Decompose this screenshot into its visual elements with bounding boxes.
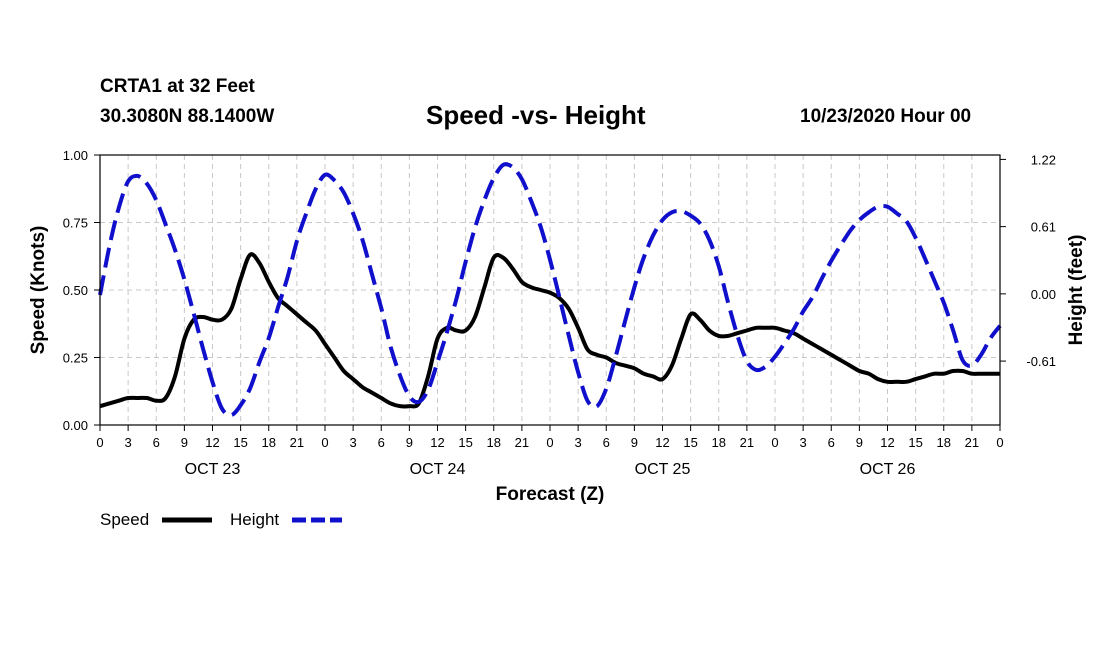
x-tick-label: 21: [965, 435, 979, 450]
x-axis-title: Forecast (Z): [496, 484, 605, 505]
x-tick-label: 3: [575, 435, 582, 450]
series-layer: [98, 162, 1002, 418]
y-tick-label: 0.00: [63, 418, 88, 433]
x-tick-label: 18: [937, 435, 951, 450]
x-tick-label: 6: [603, 435, 610, 450]
day-label: OCT 23: [185, 461, 241, 478]
timestamp-label: 10/23/2020 Hour 00: [800, 106, 972, 127]
legend-height-label: Height: [230, 510, 279, 529]
x-tick-label: 9: [406, 435, 413, 450]
x-tick-label: 18: [487, 435, 501, 450]
x-tick-label: 9: [856, 435, 863, 450]
y2-tick-label: -0.61: [1026, 354, 1056, 369]
x-tick-label: 18: [712, 435, 726, 450]
x-tick-label: 6: [828, 435, 835, 450]
x-tick-label: 3: [800, 435, 807, 450]
x-tick-label: 9: [631, 435, 638, 450]
day-label: OCT 25: [635, 461, 691, 478]
height-series-line: [98, 162, 1002, 418]
legend: Speed Height: [100, 510, 342, 529]
y-tick-label: 0.25: [63, 351, 88, 366]
x-tick-label: 0: [771, 435, 778, 450]
x-tick-label: 0: [996, 435, 1003, 450]
y2-tick-label: 0.00: [1031, 287, 1056, 302]
day-label: OCT 26: [860, 461, 916, 478]
y2-tick-label: 1.22: [1031, 152, 1056, 167]
x-tick-label: 0: [321, 435, 328, 450]
x-tick-label: 15: [233, 435, 247, 450]
station-label: CRTA1 at 32 Feet: [100, 76, 255, 97]
axes: 0 3 6 9 12 15 18 21 0 3 6 9 12 15 18 21 0 3 6 9 12 15 18 21 0 3 6 9…: [63, 148, 1056, 478]
y-axis-title-right: Height (feet): [1066, 235, 1087, 346]
x-tick-label: 21: [740, 435, 754, 450]
x-tick-label: 0: [96, 435, 103, 450]
x-tick-label: 18: [262, 435, 276, 450]
x-tick-label: 12: [655, 435, 669, 450]
y-tick-label: 0.50: [63, 283, 88, 298]
day-label: OCT 24: [410, 461, 466, 478]
x-tick-label: 0: [546, 435, 553, 450]
y-tick-label: 1.00: [63, 148, 88, 163]
x-tick-label: 15: [908, 435, 922, 450]
speed-series-line: [99, 252, 1000, 409]
x-tick-label: 21: [515, 435, 529, 450]
y-tick-label: 0.75: [63, 216, 88, 231]
x-tick-label: 15: [683, 435, 697, 450]
x-tick-label: 6: [378, 435, 385, 450]
chart-title: Speed -vs- Height: [426, 100, 646, 130]
y-axis-title-left: Speed (Knots): [28, 226, 49, 355]
x-tick-label: 9: [181, 435, 188, 450]
x-tick-label: 21: [290, 435, 304, 450]
x-tick-label: 12: [430, 435, 444, 450]
x-tick-label: 6: [153, 435, 160, 450]
x-tick-label: 12: [205, 435, 219, 450]
coordinates-label: 30.3080N 88.1400W: [100, 106, 275, 127]
x-tick-label: 3: [350, 435, 357, 450]
y2-tick-label: 0.61: [1031, 220, 1056, 235]
legend-speed-label: Speed: [100, 510, 149, 529]
x-tick-label: 15: [458, 435, 472, 450]
x-tick-label: 3: [125, 435, 132, 450]
grid: [100, 155, 1000, 425]
x-tick-label: 12: [880, 435, 894, 450]
